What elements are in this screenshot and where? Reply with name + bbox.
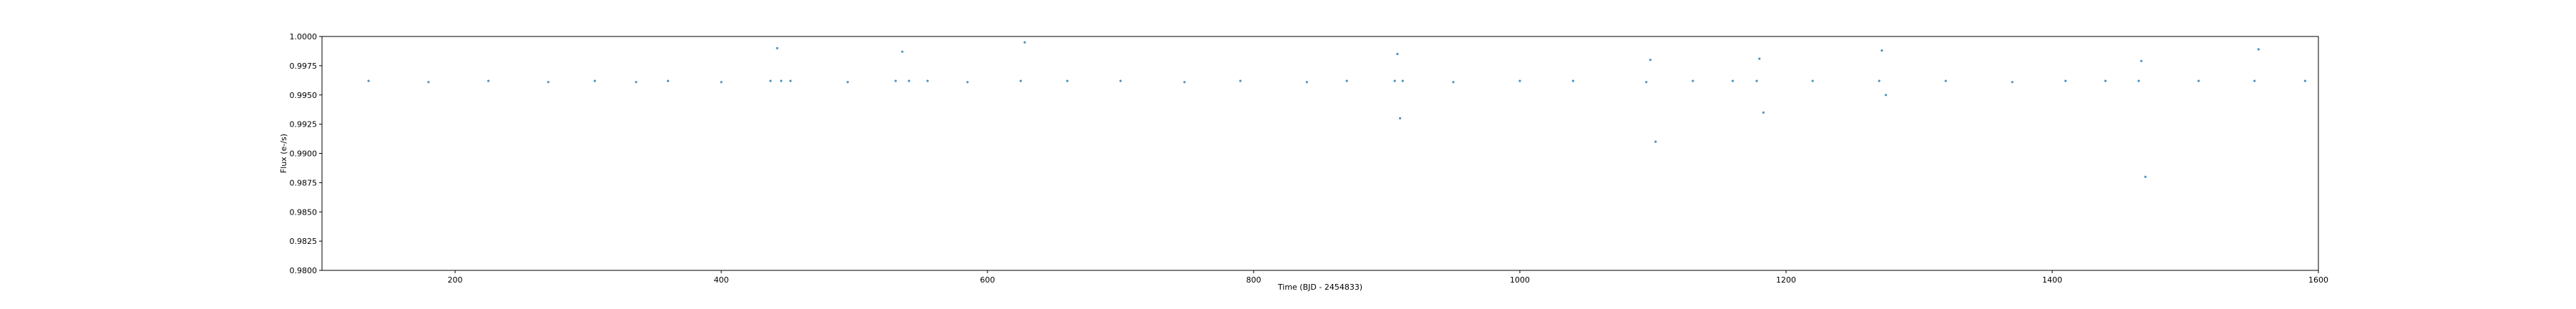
y-tick-label: 0.9900 <box>290 149 318 159</box>
data-point <box>780 79 783 82</box>
data-point <box>1654 140 1657 143</box>
data-point <box>1239 79 1241 82</box>
data-point <box>1023 41 1026 44</box>
data-point <box>2253 79 2256 82</box>
data-point <box>1692 79 1694 82</box>
x-tick-label: 1400 <box>2042 275 2062 285</box>
y-tick-label: 0.9825 <box>290 237 318 246</box>
data-point <box>1878 79 1880 82</box>
y-axis-ticks: 0.9800 0.9825 0.9850 0.9875 0.9900 0.9925 0.99… <box>290 32 322 275</box>
data-point <box>2257 48 2260 51</box>
plot-area-frame <box>321 36 2319 271</box>
data-point <box>427 81 430 84</box>
data-point <box>667 79 670 82</box>
data-point <box>1401 79 1404 82</box>
data-point <box>2140 59 2143 62</box>
data-point <box>769 79 772 82</box>
data-point <box>847 81 849 84</box>
data-point <box>1183 81 1186 84</box>
data-point <box>1066 79 1069 82</box>
y-tick-label: 0.9800 <box>290 266 318 275</box>
data-points <box>367 41 2306 178</box>
data-point <box>635 81 638 84</box>
y-tick-label: 0.9925 <box>290 120 318 129</box>
data-point <box>547 81 550 84</box>
data-point <box>1811 79 1814 82</box>
data-point <box>2104 79 2107 82</box>
data-point <box>966 81 969 84</box>
data-point <box>2303 79 2306 82</box>
x-axis-label: Time (BJD - 2454833) <box>1277 283 1362 292</box>
data-point <box>789 79 792 82</box>
data-point <box>1305 81 1308 84</box>
data-point <box>1393 79 1396 82</box>
data-point <box>1345 79 1348 82</box>
data-point <box>1880 49 1883 52</box>
data-point <box>776 46 779 49</box>
data-point <box>2011 81 2014 84</box>
data-point <box>487 79 490 82</box>
x-tick-label: 1200 <box>1776 275 1796 285</box>
y-tick-label: 1.0000 <box>290 32 318 41</box>
data-point <box>894 79 897 82</box>
y-tick-label: 0.9850 <box>290 207 318 217</box>
data-point <box>1019 79 1023 82</box>
data-point <box>901 50 904 53</box>
data-point <box>1944 79 1947 82</box>
y-tick-label: 0.9875 <box>290 178 318 187</box>
x-axis-ticks: 200 400 600 800 1000 1200 1400 1600 <box>448 270 2328 285</box>
data-point <box>2197 79 2200 82</box>
data-point <box>1645 81 1648 84</box>
data-point <box>1884 94 1888 97</box>
data-point <box>2137 79 2140 82</box>
data-point <box>1399 117 1402 119</box>
data-point <box>1649 59 1652 62</box>
data-point <box>1119 79 1122 82</box>
y-tick-label: 0.9950 <box>290 91 318 100</box>
data-point <box>2144 175 2147 178</box>
x-tick-label: 1000 <box>1510 275 1530 285</box>
data-point <box>1758 57 1761 60</box>
data-point <box>593 79 596 82</box>
y-tick-label: 0.9975 <box>290 62 318 71</box>
data-point <box>1762 111 1765 114</box>
data-point <box>367 79 370 82</box>
x-tick-label: 200 <box>448 275 463 285</box>
data-point <box>1452 81 1455 84</box>
x-tick-label: 1600 <box>2308 275 2328 285</box>
data-point <box>2064 79 2067 82</box>
x-tick-label: 600 <box>980 275 995 285</box>
data-point <box>926 79 929 82</box>
x-tick-label: 400 <box>714 275 729 285</box>
data-point <box>720 81 723 84</box>
x-tick-label: 800 <box>1246 275 1262 285</box>
y-axis-label: Flux (e-/s) <box>279 134 288 173</box>
data-point <box>1518 79 1521 82</box>
data-point <box>907 79 910 82</box>
data-point <box>1732 79 1735 82</box>
data-point <box>1396 52 1399 56</box>
data-point <box>1755 79 1758 82</box>
data-point <box>1571 79 1574 82</box>
